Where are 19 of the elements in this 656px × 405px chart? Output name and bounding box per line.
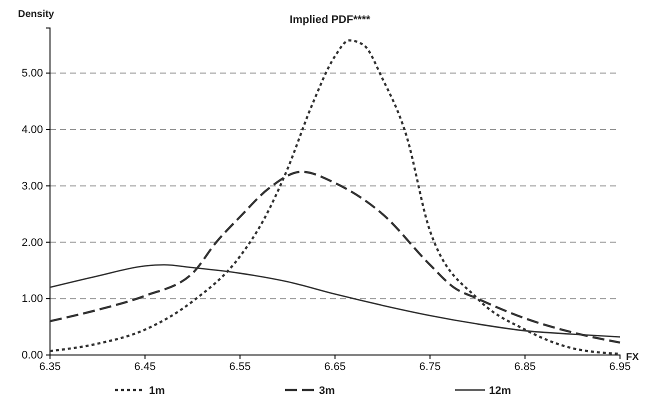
y-tick-label: 4.00	[22, 124, 43, 136]
x-axis-title: FX	[626, 352, 640, 363]
chart-title: Implied PDF****	[290, 14, 372, 26]
y-tick-label: 5.00	[22, 68, 43, 80]
y-tick-label: 0.00	[22, 350, 43, 362]
x-tick-label: 6.45	[134, 360, 156, 373]
y-axis-title: Density	[18, 9, 55, 20]
legend-label: 12m	[489, 385, 512, 397]
x-tick-label: 6.35	[39, 360, 61, 373]
y-tick-label: 1.00	[22, 293, 43, 306]
x-tick-label: 6.55	[229, 360, 251, 373]
x-tick-label: 6.85	[514, 360, 536, 373]
y-tick-label: 3.00	[22, 180, 43, 192]
x-tick-label: 6.65	[324, 360, 346, 373]
x-tick-label: 6.95	[609, 360, 631, 373]
legend-label: 1m	[149, 385, 166, 397]
legend-label: 3m	[319, 385, 336, 397]
x-tick-label: 6.75	[419, 360, 441, 373]
y-tick-label: 2.00	[22, 236, 43, 249]
